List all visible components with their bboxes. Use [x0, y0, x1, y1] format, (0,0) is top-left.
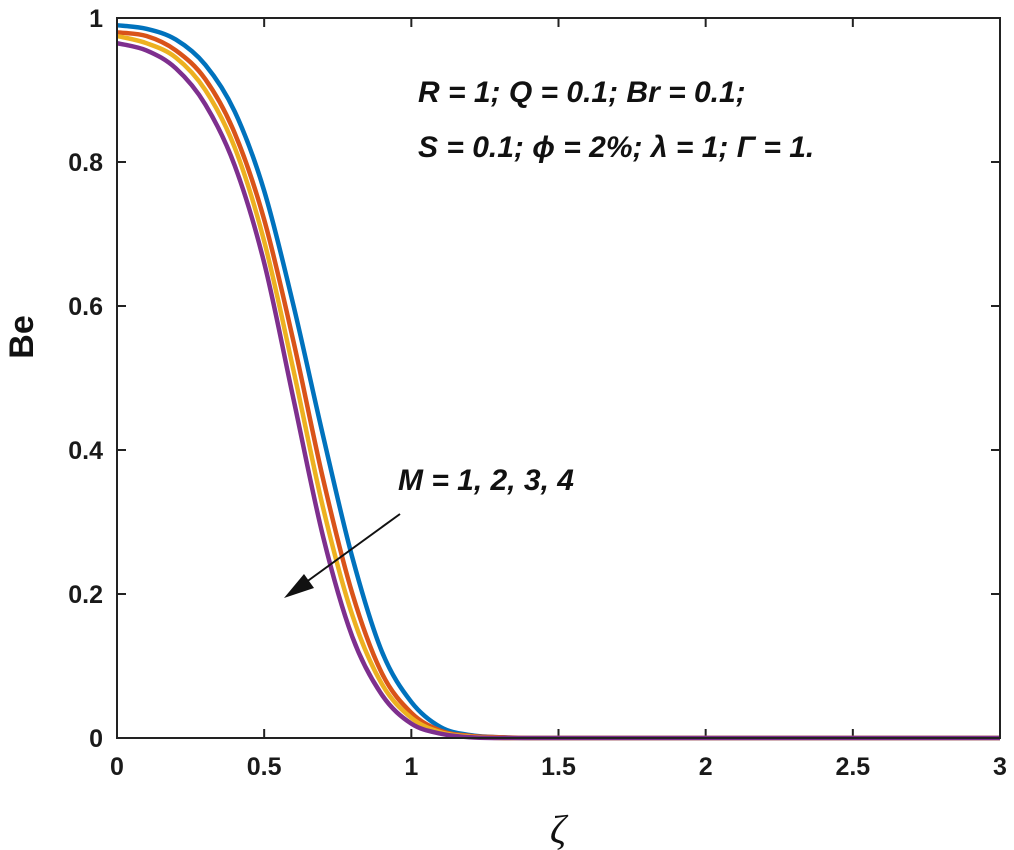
- arrow-annotation-label: M = 1, 2, 3, 4: [398, 464, 574, 497]
- plot-frame: [116, 17, 1001, 739]
- x-tick-label: 2.5: [835, 753, 870, 781]
- x-tick-label: 0.5: [247, 753, 282, 781]
- x-tick-label: 3: [993, 753, 1007, 781]
- y-tick-label: 1: [89, 5, 103, 33]
- params-annotation-line1: R = 1; Q = 0.1; Br = 0.1;: [418, 76, 746, 109]
- x-axis-label: ζ: [550, 807, 569, 850]
- x-tick-label: 0: [110, 753, 124, 781]
- x-tick-label: 2: [699, 753, 713, 781]
- x-tick-label: 1: [404, 753, 418, 781]
- y-tick-label: 0.8: [68, 149, 103, 177]
- y-tick-label: 0.2: [68, 581, 103, 609]
- annotation-arrow: [284, 513, 401, 598]
- y-tick-label: 0: [89, 725, 103, 753]
- y-tick-label: 0.4: [68, 437, 103, 465]
- y-axis-label: Be: [3, 315, 41, 358]
- x-tick-label: 1.5: [541, 753, 576, 781]
- y-axis-ticks: 0 0.2 0.4 0.6 0.8 1: [68, 5, 1000, 753]
- y-tick-label: 0.6: [68, 293, 103, 321]
- params-annotation-line2: S = 0.1; ϕ = 2%; λ = 1; Γ = 1.: [418, 131, 814, 164]
